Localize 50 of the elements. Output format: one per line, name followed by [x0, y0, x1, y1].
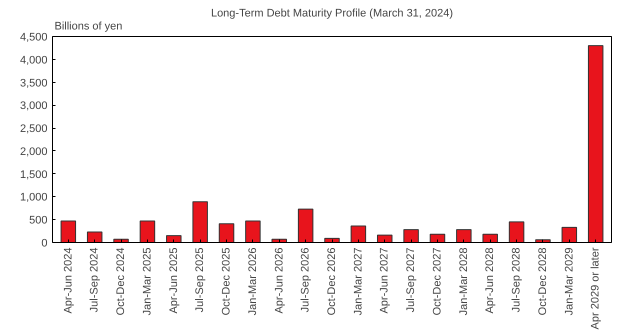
x-tick-label: Jan-Mar 2029	[563, 247, 576, 316]
y-tick-label: 4,500	[20, 32, 48, 44]
bar	[86, 231, 102, 242]
bar	[218, 223, 234, 242]
bar	[192, 201, 208, 242]
bar	[350, 226, 366, 242]
chart-title: Long-Term Debt Maturity Profile (March 31, 2024)	[210, 8, 454, 20]
x-tick-label: Oct-Dec 2026	[326, 247, 338, 316]
x-tick-label: Jul-Sep 2028	[510, 247, 523, 312]
bar	[376, 234, 392, 242]
bar	[166, 235, 182, 242]
y-tick-label: 1,500	[20, 168, 48, 181]
bar	[245, 220, 261, 242]
bar	[482, 234, 498, 242]
y-tick-label: 3,500	[20, 77, 48, 90]
x-tick-label: Oct-Dec 2025	[220, 247, 233, 316]
x-tick-label: Apr-Jun 2027	[378, 247, 391, 314]
y-tick-label: 2,500	[20, 123, 48, 136]
x-tick-label: Jul-Sep 2024	[88, 247, 101, 312]
x-tick-label: Jan-Mar 2028	[458, 247, 470, 316]
bar	[403, 229, 419, 242]
bar	[140, 220, 156, 242]
x-tick-label: Oct-Dec 2027	[431, 247, 444, 316]
bar	[456, 229, 472, 242]
x-tick-label: Jul-Sep 2025	[194, 247, 206, 312]
bar	[298, 208, 314, 242]
x-tick-label: Jan-Mar 2027	[352, 247, 364, 316]
x-tick-label: Apr 2029 or later	[590, 247, 602, 330]
x-tick-label: Oct-Dec 2028	[536, 247, 549, 316]
bar	[60, 220, 76, 242]
y-tick-label: 1,000	[20, 192, 48, 204]
x-tick-label: Apr-Jun 2024	[62, 247, 74, 314]
x-tick-label: Jul-Sep 2027	[405, 247, 418, 312]
x-tick-label: Jan-Mar 2026	[246, 247, 259, 316]
x-tick-label: Apr-Jun 2025	[168, 247, 180, 314]
y-tick-label: 4,000	[20, 54, 48, 66]
bar	[508, 221, 524, 242]
x-tick-label: Apr-Jun 2028	[484, 247, 496, 314]
x-tick-label: Jan-Mar 2025	[141, 247, 154, 316]
y-axis-title: Billions of yen	[54, 20, 122, 32]
y-tick-label: 500	[29, 214, 48, 227]
y-tick-label: 2,000	[20, 146, 48, 158]
y-tick-label: 3,000	[20, 100, 48, 112]
x-tick-label: Jul-Sep 2026	[300, 247, 312, 312]
x-tick-label: Apr-Jun 2026	[273, 247, 286, 314]
bar	[588, 45, 604, 242]
bar	[430, 234, 446, 242]
bar	[562, 226, 578, 242]
x-tick-label: Oct-Dec 2024	[115, 247, 128, 316]
y-tick-label: 0	[41, 238, 48, 250]
